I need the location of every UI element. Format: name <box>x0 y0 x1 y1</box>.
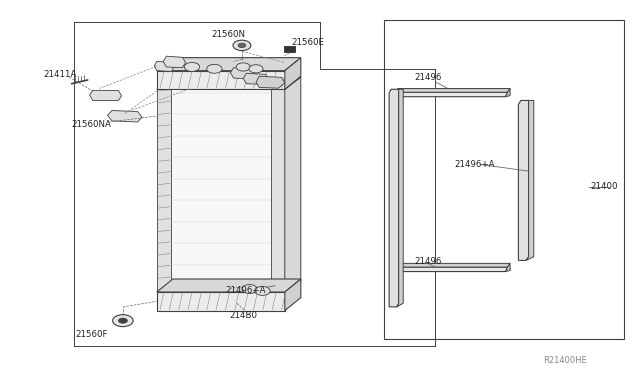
Text: 21400: 21400 <box>590 182 618 191</box>
Circle shape <box>118 318 127 323</box>
Text: R21400HE: R21400HE <box>543 356 586 365</box>
Polygon shape <box>285 279 301 311</box>
Text: 21560E: 21560E <box>291 38 324 47</box>
Polygon shape <box>285 77 301 294</box>
Text: 21411A: 21411A <box>44 70 77 79</box>
Circle shape <box>236 63 250 71</box>
Polygon shape <box>396 89 510 92</box>
Polygon shape <box>394 92 508 97</box>
Text: 21560N: 21560N <box>211 30 245 39</box>
Bar <box>384 20 624 339</box>
Text: 21496: 21496 <box>415 257 442 266</box>
Text: 21496: 21496 <box>415 73 442 81</box>
Polygon shape <box>157 77 301 89</box>
Text: 21496+A: 21496+A <box>225 286 266 295</box>
Polygon shape <box>394 267 508 272</box>
Polygon shape <box>526 100 534 260</box>
Circle shape <box>242 285 257 294</box>
Polygon shape <box>285 58 301 89</box>
Polygon shape <box>157 71 285 89</box>
Polygon shape <box>506 263 510 272</box>
Circle shape <box>238 43 246 48</box>
Bar <box>284 46 295 52</box>
Circle shape <box>255 286 270 295</box>
Polygon shape <box>396 263 510 267</box>
Polygon shape <box>157 279 301 292</box>
Polygon shape <box>157 89 285 294</box>
Polygon shape <box>397 89 403 307</box>
Polygon shape <box>256 76 285 88</box>
Polygon shape <box>271 89 285 294</box>
Circle shape <box>207 64 222 73</box>
Circle shape <box>249 65 263 73</box>
Polygon shape <box>394 89 398 97</box>
Polygon shape <box>506 89 510 97</box>
Polygon shape <box>90 90 122 100</box>
Circle shape <box>184 62 200 71</box>
Circle shape <box>113 315 133 327</box>
Polygon shape <box>230 68 256 79</box>
Polygon shape <box>243 73 269 84</box>
Polygon shape <box>157 58 301 71</box>
Polygon shape <box>163 56 186 68</box>
Text: 21496+A: 21496+A <box>454 160 495 169</box>
Text: 21560F: 21560F <box>76 330 108 339</box>
Polygon shape <box>389 89 399 307</box>
Text: 21560NA: 21560NA <box>72 120 111 129</box>
Polygon shape <box>108 110 142 122</box>
Polygon shape <box>394 263 398 272</box>
Polygon shape <box>157 89 171 294</box>
Text: 214B0: 214B0 <box>229 311 257 320</box>
Circle shape <box>233 40 251 51</box>
Polygon shape <box>518 100 529 260</box>
Polygon shape <box>157 292 285 311</box>
Polygon shape <box>154 61 174 71</box>
